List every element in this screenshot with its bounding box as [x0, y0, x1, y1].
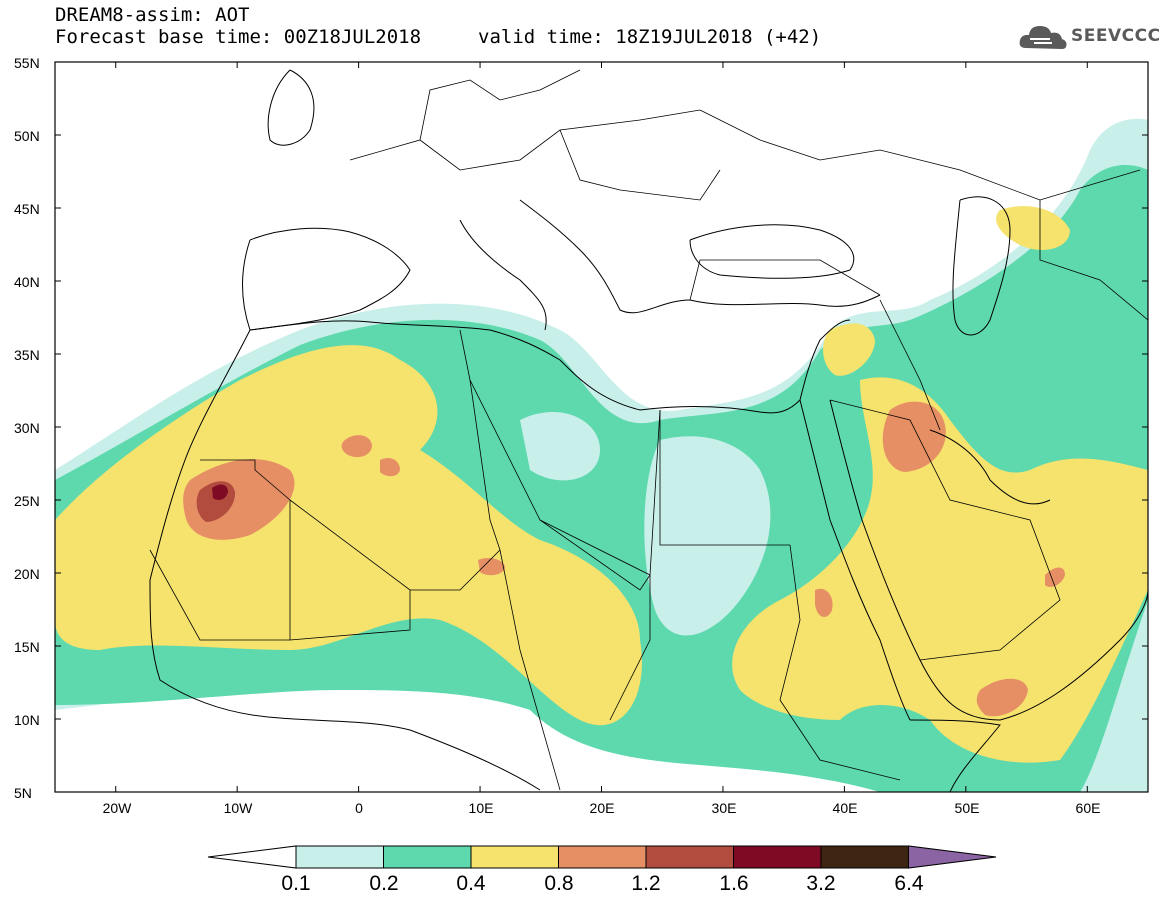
lat-label: 40N: [14, 274, 40, 290]
coast-horn-africa: [909, 719, 1001, 792]
coast-balkans: [519, 199, 691, 314]
lat-label: 5N: [14, 785, 32, 801]
aot-hole-egypt: [644, 436, 771, 636]
border-niger-mali: [289, 590, 411, 641]
lon-label: 10W: [223, 800, 253, 816]
axis-ticks: [55, 61, 1148, 793]
lat-label: 55N: [14, 55, 40, 71]
colorbar-segment: [645, 845, 734, 869]
lon-label: 50E: [954, 800, 980, 816]
lat-label: 20N: [14, 566, 40, 582]
aot-band-0-8-spot3: [478, 557, 505, 576]
coast-black-sea: [689, 224, 855, 279]
aot-band-0-8-redsea: [815, 588, 833, 617]
coast-levant: [799, 319, 851, 401]
forecast-base-time: Forecast base time: 00Z18JUL2018: [55, 26, 422, 48]
aot-band-0-8-spot2: [380, 458, 400, 477]
lon-label: 20W: [102, 800, 132, 816]
aot-band-0-4-west: [55, 345, 642, 726]
coast-uk: [267, 69, 315, 146]
aot-fields: [55, 118, 1148, 792]
valid-time: valid time: 18Z19JUL2018 (+42): [478, 26, 822, 48]
border-europe-3: [559, 129, 721, 201]
border-libya: [469, 379, 661, 591]
colorbar-segment: [558, 845, 647, 869]
coastlines: [149, 69, 1148, 792]
colorbar-segment: [383, 845, 472, 869]
aot-hole-sahara: [520, 411, 600, 481]
product-title: DREAM8-assim: AOT: [55, 4, 250, 26]
aot-band-0-4-east: [732, 377, 1148, 763]
lat-label: 10N: [14, 712, 40, 728]
border-iraq-iran: [879, 299, 941, 431]
coast-north-africa: [249, 320, 801, 414]
aot-band-0-8-spot1: [341, 435, 372, 458]
coast-italy: [459, 219, 547, 331]
colorbar-label: 0.8: [544, 872, 574, 895]
coast-caspian: [952, 196, 1011, 336]
seevccc-logo: SEEVCCC: [1018, 20, 1161, 56]
colorbar: [207, 845, 997, 869]
lat-label: 15N: [14, 639, 40, 655]
colorbar-segment: [820, 845, 909, 869]
border-turkey: [689, 259, 881, 301]
colorbar-label: 1.6: [719, 872, 749, 895]
lon-label: 20E: [589, 800, 615, 816]
lat-label: 35N: [14, 347, 40, 363]
lon-label: 10E: [468, 800, 494, 816]
country-borders: [149, 69, 1148, 791]
border-sahel: [499, 549, 561, 791]
lat-label: 50N: [14, 128, 40, 144]
lat-label: 30N: [14, 420, 40, 436]
lon-label: 60E: [1075, 800, 1101, 816]
coast-iberia: [242, 227, 411, 331]
aot-band-1-6: [212, 484, 228, 500]
aot-band-0-8-somalia: [976, 678, 1028, 717]
border-europe-2: [419, 69, 581, 141]
lat-label: 25N: [14, 493, 40, 509]
border-egypt-sudan: [659, 410, 790, 546]
aot-band-0-4-iraq: [823, 323, 875, 376]
coast-red-sea: [799, 399, 911, 721]
lat-label: 45N: [14, 201, 40, 217]
cloud-icon: [1019, 26, 1067, 49]
aot-band-0-8-iraq: [882, 401, 946, 472]
logo-text: SEEVCCC: [1071, 26, 1161, 46]
coast-west-africa: [149, 329, 541, 791]
colorbar-label: 0.4: [456, 872, 486, 895]
colorbar-label: 3.2: [806, 872, 836, 895]
aot-band-0-4-caspian: [996, 206, 1070, 250]
colorbar-over-triangle: [908, 845, 997, 869]
colorbar-segment: [733, 845, 822, 869]
colorbar-label: 1.2: [631, 872, 661, 895]
border-chad-sudan: [539, 519, 651, 721]
colorbar-label: 6.4: [894, 872, 924, 895]
coast-persian-gulf: [929, 429, 1051, 505]
colorbar-segment: [295, 845, 384, 869]
lon-label: 0: [355, 800, 363, 816]
border-ethiopia: [779, 544, 901, 781]
colorbar-label: 0.1: [281, 872, 311, 895]
coast-arabia: [829, 399, 1148, 721]
colorbar-label: 0.2: [369, 872, 399, 895]
border-saudi: [829, 399, 1061, 661]
colorbar-under-triangle: [207, 845, 297, 869]
lon-label: 30E: [711, 800, 737, 816]
colorbar-segment: [470, 845, 559, 869]
border-central-asia: [1039, 200, 1148, 321]
coast-anatolia: [689, 294, 881, 307]
lon-label: 40E: [832, 800, 858, 816]
